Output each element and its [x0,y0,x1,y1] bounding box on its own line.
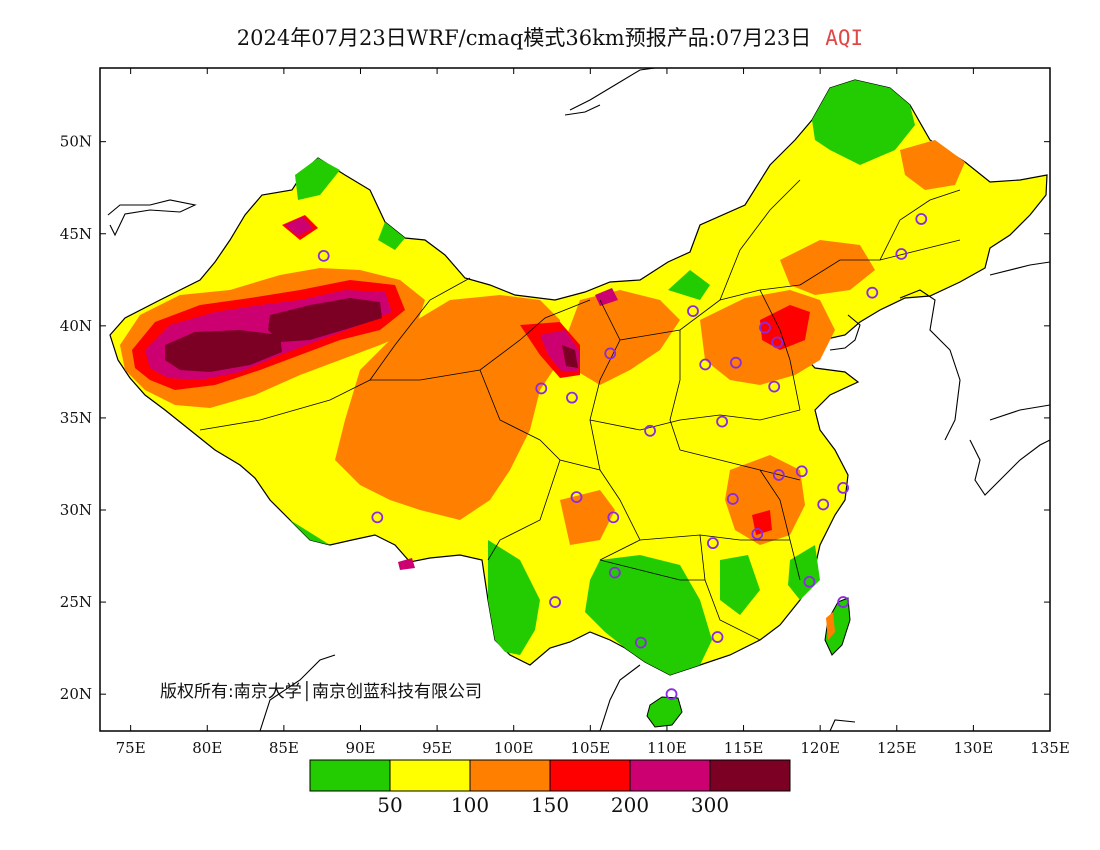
station-marker [687,305,699,318]
legend-swatch [309,759,391,792]
y-tick-label: 40N [60,317,92,335]
orange-zone-tibet-qinghai [335,295,560,520]
legend-swatch [549,759,631,792]
station-marker [535,382,548,395]
province-boundaries [199,179,961,641]
orange-zone-sichuan [560,490,615,545]
y-tick-label: 45N [60,225,92,243]
y-tick-label: 30N [60,501,92,519]
station-marker [729,356,742,369]
china-landmass [109,79,1048,676]
green-zone-innermongolia [668,270,710,300]
map-frame [99,67,1051,732]
map-title: 2024年07月23日WRF/cmaq模式36km预报产品:07月23日 AQI [0,22,1100,52]
legend-label: 150 [531,793,569,817]
y-tick-label: 20N [60,685,92,703]
orange-zone-heilongjiang [900,140,965,190]
station-marker [772,469,785,481]
station-marker [726,493,739,505]
green-zone-guangdong [720,555,760,615]
x-tick-label: 90E [345,739,375,757]
station-marker [866,286,879,299]
station-marker [795,465,808,478]
station-marker [604,347,617,360]
longitude-axis: 75E 80E 85E 90E 95E 100E 105E 110E 115E 120E 125E 1… [116,68,1070,757]
station-marker [837,596,850,608]
station-marker [915,213,928,225]
station-marker [707,537,719,550]
station-marker [768,380,781,393]
station-marker [817,498,830,511]
maroon-zone-ningxia [562,345,578,368]
y-tick-label: 50N [60,133,92,151]
green-zone-northwest [295,158,340,200]
station-marker [759,321,771,334]
x-tick-label: 130E [954,739,994,757]
station-marker [699,358,712,371]
green-zone-xinjiang-east [378,222,405,250]
latitude-axis: 50N 45N 40N 35N 30N 25N 20N [60,133,1050,703]
map-title-text: 2024年07月23日WRF/cmaq模式36km预报产品:07月23日 [236,26,812,50]
station-marker [644,424,656,437]
legend-swatch [709,759,791,792]
legend-label: 200 [611,793,649,817]
green-zone-tibet-west [290,520,330,545]
station-marker [895,248,908,260]
x-tick-label: 80E [192,739,222,757]
legend-swatch [629,759,711,792]
station-marker [549,596,561,608]
aqi-legend: 50 100 150 200 300 [309,759,791,817]
x-tick-label: 120E [800,739,840,757]
map-title-variable: AQI [825,26,864,50]
hainan-island [646,696,683,728]
station-marker [607,511,620,524]
copyright-text: 版权所有:南京大学│南京创蓝科技有限公司 [160,681,482,702]
station-marker [634,636,647,649]
magenta-zone-junggar [285,217,313,236]
green-zone-northeast [812,80,915,165]
station-marker [837,481,850,494]
station-marker [716,415,728,428]
station-marker [711,631,724,643]
x-tick-label: 75E [116,739,146,757]
y-tick-label: 35N [60,409,92,427]
station-marker [665,688,678,701]
legend-label: 50 [377,793,402,817]
station-marker [751,528,764,540]
orange-zone-yangtze [725,455,805,545]
orange-zone-ordos [565,290,680,385]
maroon-zone-tarim-west [165,330,282,372]
legend-swatch [469,759,551,792]
x-tick-label: 110E [647,739,687,757]
taiwan-orange-patch [826,612,835,640]
green-zone-yunnan [488,540,540,655]
x-tick-label: 100E [494,739,534,757]
legend-label: 100 [451,793,489,817]
station-marker [803,575,816,588]
map-content [107,68,1050,731]
maroon-zone-tarim-east [268,298,382,342]
legend-label: 300 [691,793,729,817]
station-marker [570,491,583,504]
magenta-zone-tibet-south [398,558,415,570]
x-tick-label: 115E [724,739,764,757]
station-marker [771,336,784,349]
station-marker [566,391,578,404]
station-marker [608,566,621,579]
station-markers [317,213,928,701]
red-zone-beijing [760,305,810,350]
neighbor-coastlines [107,68,1050,731]
x-tick-label: 85E [269,739,299,757]
green-zone-south [585,555,712,675]
y-tick-label: 25N [60,593,92,611]
x-tick-label: 135E [1030,739,1070,757]
legend-swatch [389,759,471,792]
x-tick-label: 95E [422,739,452,757]
x-tick-label: 125E [877,739,917,757]
station-marker [317,249,330,262]
x-tick-label: 105E [571,739,611,757]
station-marker [371,511,384,524]
